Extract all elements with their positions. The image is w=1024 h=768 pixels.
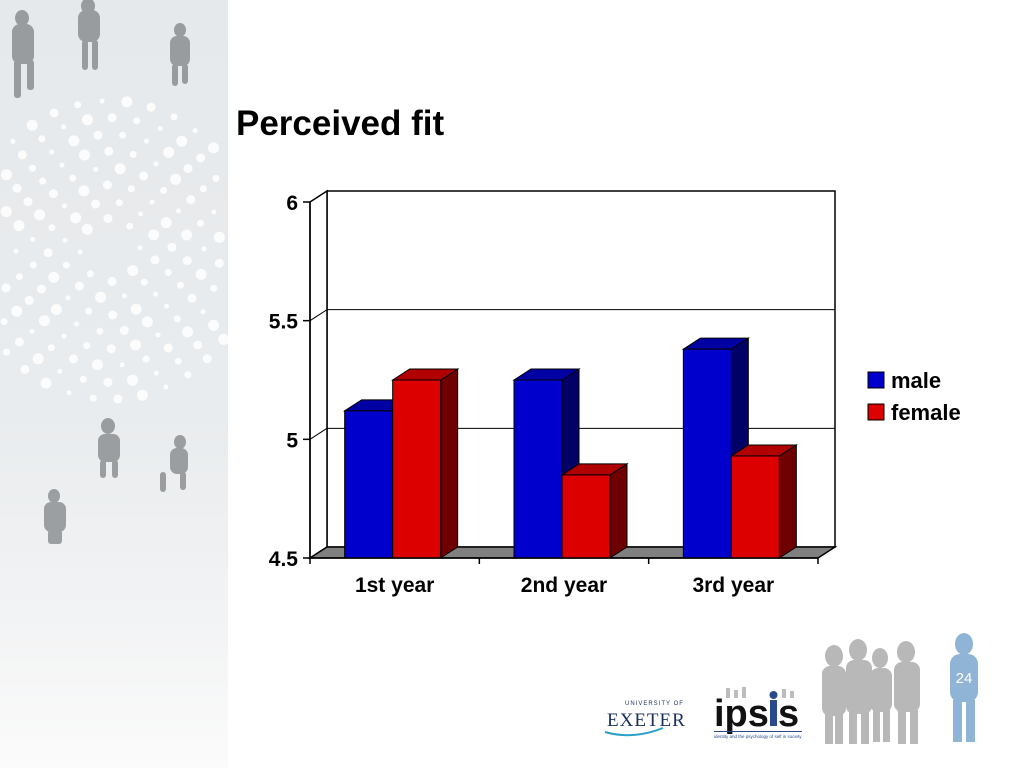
page-title: Perceived fit — [236, 104, 445, 143]
bar-front — [392, 379, 442, 559]
legend-swatch-female — [867, 403, 885, 421]
y-tick-label: 4.5 — [269, 548, 299, 571]
ipsis-logo: ips s identity and the psychology of sel… — [712, 686, 808, 747]
people-silhouettes-image — [818, 630, 988, 753]
x-tick-label: 1st year — [355, 574, 434, 597]
bars — [342, 337, 799, 559]
x-tick-label: 3rd year — [692, 574, 774, 597]
chart-side-wall — [309, 189, 328, 560]
bar-female-1 — [390, 368, 460, 559]
bar-front — [682, 348, 732, 559]
bar-side — [778, 444, 797, 559]
bar-female-2 — [560, 463, 629, 559]
slide-number: 24 — [955, 670, 973, 687]
bar-front — [730, 455, 780, 559]
svg-text:identity and the psychology of: identity and the psychology of self in s… — [714, 734, 802, 739]
y-tick-label: 6 — [286, 192, 298, 215]
bar-female-3 — [729, 444, 799, 559]
bar-side — [440, 368, 459, 559]
dot-pattern-image — [0, 96, 228, 404]
legend-label-male: male — [891, 368, 941, 393]
y-axis: 4.5 5 5.5 6 — [269, 192, 311, 571]
legend-swatch-male — [867, 371, 885, 389]
gridline-side — [309, 309, 328, 322]
bar-side — [609, 463, 628, 559]
bar-male-2 — [512, 368, 581, 559]
y-tick-label: 5 — [286, 429, 298, 452]
svg-text:s: s — [778, 693, 799, 735]
svg-text:ips: ips — [714, 693, 769, 735]
svg-text:EXETER: EXETER — [607, 710, 686, 731]
crowd-photo-image — [0, 0, 228, 544]
university-of-exeter-logo: UNIVERSITY OF EXETER — [603, 696, 695, 743]
y-tick-label: 5.5 — [269, 311, 299, 334]
x-tick-label: 2nd year — [521, 574, 607, 597]
legend-label-female: female — [891, 400, 961, 425]
pedestrian-figures-image — [12, 0, 190, 544]
decorative-side-panel — [0, 0, 228, 768]
x-axis: 1st year 2nd year 3rd year — [309, 557, 819, 597]
bar-chart: 4.5 5 5.5 6 1st year 2nd year 3rd year male fe… — [269, 189, 961, 597]
svg-text:UNIVERSITY OF: UNIVERSITY OF — [625, 701, 684, 707]
chart-legend: male female — [867, 368, 961, 425]
bar-front — [513, 379, 563, 559]
bar-front — [561, 474, 611, 559]
gridline-side — [309, 427, 328, 440]
bar-front — [344, 410, 394, 559]
